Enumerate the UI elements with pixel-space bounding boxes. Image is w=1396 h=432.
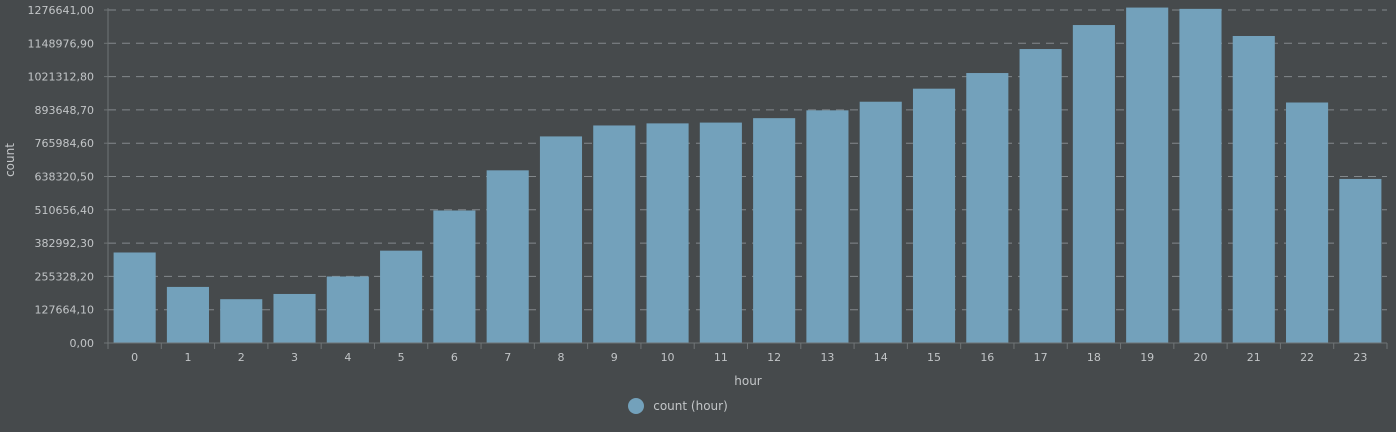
x-tick-label: 21 (1247, 351, 1261, 364)
bar-22[interactable] (1286, 102, 1329, 343)
x-tick-label: 3 (291, 351, 298, 364)
x-tick-label: 0 (131, 351, 138, 364)
y-axis-title: count (3, 143, 17, 177)
bar-4[interactable] (326, 276, 369, 343)
x-tick-label: 18 (1087, 351, 1101, 364)
y-tick-label: 765984,60 (35, 137, 95, 150)
x-tick-label: 14 (874, 351, 888, 364)
bar-20[interactable] (1179, 8, 1222, 343)
bar-17[interactable] (1019, 49, 1062, 343)
legend: count (hour) (0, 398, 1396, 414)
bar-18[interactable] (1072, 25, 1115, 343)
x-tick-label: 2 (238, 351, 245, 364)
x-tick-label: 17 (1034, 351, 1048, 364)
bar-7[interactable] (486, 170, 529, 343)
x-tick-label: 13 (820, 351, 834, 364)
bar-5[interactable] (380, 250, 423, 343)
bar-3[interactable] (273, 293, 316, 343)
grid-layer (108, 9, 1387, 311)
bar-13[interactable] (806, 110, 849, 343)
bar-12[interactable] (753, 118, 796, 343)
x-tick-label: 15 (927, 351, 941, 364)
x-tick-label: 19 (1140, 351, 1154, 364)
y-tick-label: 638320,50 (35, 171, 95, 184)
x-tick-label: 6 (451, 351, 458, 364)
legend-swatch-icon[interactable] (628, 398, 645, 414)
bar-2[interactable] (220, 299, 263, 343)
bar-23[interactable] (1339, 178, 1382, 343)
x-tick-label: 11 (714, 351, 728, 364)
y-tick-label: 127664,10 (35, 304, 95, 317)
bar-layer (113, 7, 1382, 344)
x-tick-label: 8 (557, 351, 564, 364)
bar-11[interactable] (699, 122, 742, 343)
bar-15[interactable] (912, 88, 956, 343)
x-tick-label: 4 (344, 351, 351, 364)
y-tick-label: 255328,20 (35, 270, 95, 283)
x-tick-label: 23 (1353, 351, 1367, 364)
x-tick-label: 22 (1300, 351, 1314, 364)
x-tick-labels: 0 1 2 3 4 5 6 7 8 9 10 11 12 13 14 15 16 17 18 19 20 21 22 23 (107, 343, 1388, 364)
x-tick-label: 20 (1193, 351, 1207, 364)
x-tick-label: 10 (661, 351, 675, 364)
bar-16[interactable] (966, 73, 1009, 344)
y-tick-label: 0,00 (70, 337, 95, 350)
x-tick-label: 1 (184, 351, 191, 364)
bar-9[interactable] (593, 125, 636, 344)
bar-1[interactable] (166, 286, 209, 343)
bar-14[interactable] (859, 101, 902, 343)
y-tick-label: 510656,40 (35, 204, 95, 217)
y-tick-label: 893648,70 (35, 104, 95, 117)
x-tick-label: 9 (611, 351, 618, 364)
x-tick-label: 7 (504, 351, 511, 364)
bar-8[interactable] (539, 136, 583, 343)
y-tick-label: 1276641,00 (28, 4, 94, 17)
y-tick-label: 382992,30 (35, 237, 95, 250)
bar-6[interactable] (433, 210, 476, 343)
y-tick-label: 1148976,90 (28, 37, 94, 50)
bar-0[interactable] (113, 252, 156, 343)
x-tick-label: 16 (980, 351, 994, 364)
bar-10[interactable] (646, 123, 689, 343)
x-axis-title: hour (734, 374, 762, 388)
y-tick-label: 1021312,80 (28, 71, 94, 84)
x-tick-label: 5 (398, 351, 405, 364)
bar-19[interactable] (1126, 7, 1169, 344)
y-tick-labels: 0,00 127664,10 255328,20 382992,30 510656,40… (28, 4, 108, 350)
legend-label: count (hour) (653, 399, 728, 413)
x-tick-label: 12 (767, 351, 781, 364)
bar-21[interactable] (1232, 35, 1275, 344)
